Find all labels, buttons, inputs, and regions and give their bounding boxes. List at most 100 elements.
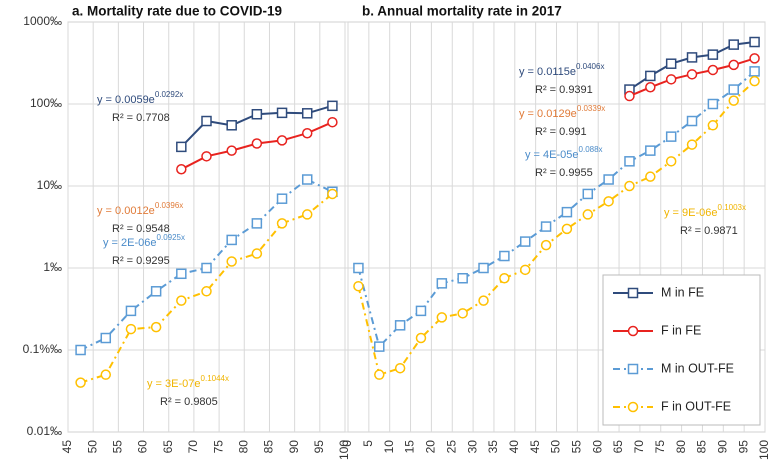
marker [749,75,760,87]
trend-equation: y = 0.0115e0.0406x [519,62,604,78]
marker [624,180,635,192]
marker [301,174,313,185]
marker [75,344,86,356]
x-tick-label: 80 [236,440,250,454]
marker [125,305,137,317]
x-tick-label: 100 [337,440,351,460]
marker [353,262,364,274]
equation-exponent: 0.088x [579,145,603,154]
marker [276,107,288,119]
marker [624,156,635,167]
r-squared: R² = 0.9391 [535,84,593,96]
marker [150,286,162,297]
trend-equation: y = 9E-06e0.1003x [664,203,746,219]
marker [201,262,212,274]
x-tick-label: 40 [507,440,521,454]
marker [125,323,137,335]
marker [707,64,719,76]
legend-marker [627,287,639,299]
x-tick-label: 95 [312,440,326,454]
marker [645,70,656,82]
marker [519,264,531,276]
marker [478,262,489,274]
marker [707,98,719,110]
trend-equation: y = 0.0059e0.0292x [97,90,183,106]
x-tick-label: 90 [715,440,729,454]
x-tick-label: 15 [403,440,417,454]
x-tick-label: 60 [590,440,604,454]
equation-text: y = 0.0115e [519,66,576,78]
marker [457,272,468,284]
equation-text: y = 9E-06e [664,207,718,219]
marker [301,209,313,220]
x-tick-label: 70 [632,440,646,454]
marker [603,196,614,207]
x-tick-label: 50 [85,440,99,454]
marker [665,74,677,85]
marker [686,115,698,127]
x-tick-label: 95 [736,440,750,454]
chart-title: a. Mortality rate due to COVID-19 [72,4,282,19]
marker [176,295,187,306]
marker [686,52,698,63]
marker [749,66,760,77]
marker [226,234,237,246]
marker [478,295,489,306]
x-tick-label: 65 [161,440,175,454]
marker [251,138,263,149]
r-squared: R² = 0.7708 [112,112,170,124]
marker [436,312,448,323]
legend-label: M in FE [661,285,704,299]
trend-equation: y = 2E-06e0.0925x [103,233,185,249]
marker [353,280,364,292]
legend-label: M in OUT-FE [661,361,734,375]
marker [749,36,760,48]
x-tick-label: 50 [549,440,563,454]
x-tick-label: 30 [465,440,479,454]
marker [327,116,338,128]
r-squared: R² = 0.9805 [160,396,218,408]
marker [561,223,573,235]
x-tick-label: 75 [211,440,225,454]
marker [201,151,212,162]
equation-text: y = 3E-07e [147,378,201,390]
marker [176,141,187,153]
x-tick-label: 20 [424,440,438,454]
x-tick-label: 0 [340,440,354,447]
equation-text: y = 4E-05e [525,149,579,161]
x-tick-label: 65 [611,440,625,454]
marker [645,145,656,156]
marker [75,377,86,388]
legend-marker [627,401,639,413]
marker [749,53,760,64]
marker [665,131,677,142]
x-tick-label: 10 [382,440,396,454]
y-tick-label: 0.01‰ [27,424,62,438]
marker [665,58,677,69]
x-tick-label: 55 [111,440,125,454]
marker [226,120,237,131]
x-tick-label: 45 [528,440,542,454]
chart-title: b. Annual mortality rate in 2017 [362,4,562,19]
equation-exponent: 0.0396x [155,201,183,210]
marker [540,239,552,251]
x-tick-label: 60 [136,440,150,454]
equation-text: y = 0.0059e [97,94,155,106]
marker [251,248,263,259]
marker [226,145,237,156]
equation-exponent: 0.1044x [201,374,229,383]
marker [707,49,719,60]
marker [251,218,263,229]
equation-exponent: 0.0925x [157,233,185,242]
marker [561,206,573,218]
r-squared: R² = 0.991 [535,126,587,138]
legend-box [602,274,761,426]
marker [374,341,385,352]
marker [201,115,212,127]
r-squared: R² = 0.9955 [535,167,593,179]
x-tick-label: 45 [60,440,74,454]
marker [582,209,594,220]
marker [374,369,385,380]
marker [301,127,313,139]
